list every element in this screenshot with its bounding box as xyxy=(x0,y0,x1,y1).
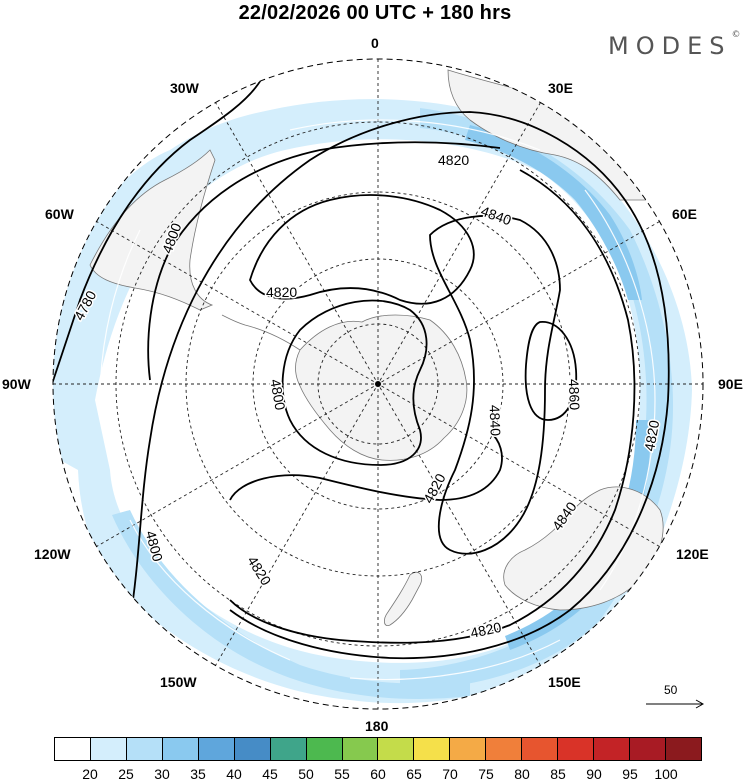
colorbar-segment xyxy=(486,738,523,760)
colorbar-segment xyxy=(162,738,199,760)
colorbar-tick-label: 55 xyxy=(334,766,350,782)
colorbar-segment xyxy=(630,738,666,760)
colorbar-tick-label: 80 xyxy=(514,766,530,782)
colorbar-segment xyxy=(342,738,379,760)
colorbar-segment xyxy=(270,738,307,760)
contour-4800-outer xyxy=(129,111,670,660)
colorbar-tick-label: 30 xyxy=(154,766,170,782)
contour-4820-east xyxy=(229,169,636,644)
wind-streamline-west xyxy=(99,229,141,401)
colorbar-segment xyxy=(126,738,163,760)
wind-streamline-south xyxy=(349,639,561,681)
height-contours xyxy=(53,77,670,660)
colorbar-tick-label: 100 xyxy=(654,766,678,782)
colorbar-segment xyxy=(414,738,451,760)
contour-4820-inner xyxy=(249,194,475,305)
contour-4820-south xyxy=(229,431,503,501)
brand-name: MODES xyxy=(608,32,732,60)
colorbar-segment xyxy=(665,738,701,760)
colorbar-tick-label: 85 xyxy=(550,766,566,782)
colorbar-tick-label: 60 xyxy=(370,766,386,782)
lon-label-150e: 150E xyxy=(548,674,581,690)
australia xyxy=(503,486,664,611)
contour-label-4840-north: 4840 xyxy=(479,203,514,229)
colorbar-segment xyxy=(55,738,91,760)
contour-label-4820-center: 4820 xyxy=(266,284,297,300)
colorbar-segment xyxy=(90,738,127,760)
brand-logo: MODES© xyxy=(608,30,741,60)
lon-label-90w: 90W xyxy=(2,376,31,392)
contour-label-4840-center: 4840 xyxy=(487,405,504,437)
colorbar-tick-label: 65 xyxy=(406,766,422,782)
colorbar-tick-label: 50 xyxy=(298,766,314,782)
lon-label-60e: 60E xyxy=(672,206,697,222)
map-boundary xyxy=(52,58,704,710)
lon-label-0: 0 xyxy=(371,35,379,51)
colorbar-tick-label: 70 xyxy=(442,766,458,782)
lon-label-180: 180 xyxy=(365,718,389,734)
contour-4800-antarctica xyxy=(281,299,428,466)
contour-4820-outer xyxy=(147,141,501,381)
contour-label-4800-antarctica: 4800 xyxy=(267,378,288,412)
jet-band-south xyxy=(112,510,470,699)
wind-streamline-southwest xyxy=(129,519,291,661)
colorbar-tick-label: 45 xyxy=(262,766,278,782)
contour-4860 xyxy=(524,321,578,421)
lon-label-120w: 120W xyxy=(34,546,71,562)
contour-label-4820-bottom: 4820 xyxy=(469,619,503,641)
lon-label-120e: 120E xyxy=(676,546,709,562)
copyright-mark: © xyxy=(731,30,741,40)
colorbar-tick-label: 95 xyxy=(622,766,638,782)
colorbar-tick-label: 40 xyxy=(226,766,242,782)
wind-speed-colorbar xyxy=(54,737,702,761)
wind-streamline-north xyxy=(289,119,541,151)
colorbar-segment xyxy=(198,738,235,760)
colorbar-segment xyxy=(378,738,415,760)
colorbar-tick-label: 75 xyxy=(478,766,494,782)
contour-label-4820-north: 4820 xyxy=(438,152,469,168)
colorbar-segment xyxy=(594,738,630,760)
lon-label-30w: 30W xyxy=(170,80,199,96)
contour-label-4820-south: 4820 xyxy=(244,553,274,588)
antarctic-peninsula xyxy=(221,314,301,351)
lon-label-60w: 60W xyxy=(45,206,74,222)
colorbar-tick-label: 35 xyxy=(190,766,206,782)
reference-vector-label: 50 xyxy=(664,683,678,697)
antarctica xyxy=(295,314,468,461)
colorbar-segment xyxy=(306,738,343,760)
colorbar-tick-label: 90 xyxy=(586,766,602,782)
lon-label-90e: 90E xyxy=(718,376,743,392)
colorbar-tick-label: 20 xyxy=(82,766,98,782)
colorbar-tick-labels: 20 25 30 35 40 45 50 55 60 65 70 75 80 85 90 95 100 xyxy=(0,766,750,782)
south-america xyxy=(89,149,216,311)
lon-label-150w: 150W xyxy=(160,674,197,690)
colorbar-segment xyxy=(450,738,487,760)
contour-4780 xyxy=(53,77,263,391)
colorbar-segment xyxy=(522,738,559,760)
colorbar-tick-label: 25 xyxy=(118,766,134,782)
new-zealand xyxy=(384,571,423,627)
reference-vector-arrow xyxy=(646,699,705,709)
colorbar-segment xyxy=(558,738,595,760)
colorbar-segment xyxy=(234,738,271,760)
lon-label-30e: 30E xyxy=(548,80,573,96)
map-title: 22/02/2026 00 UTC + 180 hrs xyxy=(238,2,512,24)
jet-core-east xyxy=(465,125,642,300)
contour-label-4820-east: 4820 xyxy=(641,419,662,453)
south-pole-marker xyxy=(375,381,381,387)
contour-label-4860: 4860 xyxy=(566,379,583,411)
contour-4840 xyxy=(429,215,561,555)
